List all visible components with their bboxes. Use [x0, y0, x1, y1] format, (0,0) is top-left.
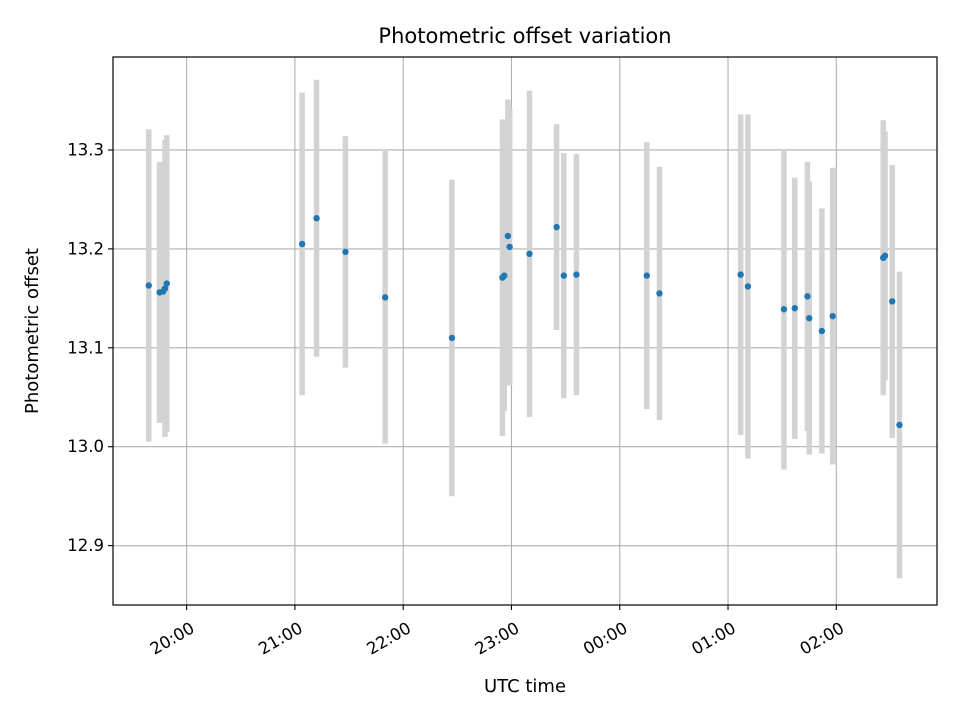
data-point	[526, 250, 533, 258]
data-point	[145, 282, 152, 289]
data-point	[780, 306, 788, 313]
data-point	[804, 293, 811, 300]
data-point	[889, 298, 896, 305]
data-point	[501, 272, 508, 279]
data-point	[806, 314, 813, 322]
y-axis-label: Photometric offset	[22, 248, 43, 414]
data-point	[744, 283, 752, 290]
data-point	[504, 232, 512, 240]
data-point	[573, 271, 580, 278]
grid	[113, 57, 937, 605]
data-point	[896, 421, 903, 429]
y-tick-label: 13.0	[67, 437, 104, 456]
data-point	[161, 285, 169, 292]
data-point	[163, 280, 170, 287]
y-tick-label: 13.1	[67, 338, 104, 357]
y-tick-label: 12.9	[67, 536, 104, 555]
chart-title: Photometric offset variation	[378, 24, 671, 48]
data-point	[656, 290, 663, 297]
data-point	[553, 223, 560, 231]
data-point	[381, 294, 389, 301]
data-point	[643, 272, 651, 279]
data-point	[560, 272, 567, 279]
data-point	[342, 248, 349, 256]
data-point	[818, 327, 826, 335]
data-point	[829, 312, 836, 320]
y-tick-label: 13.3	[67, 140, 104, 159]
data-point	[313, 215, 320, 222]
data-point	[881, 252, 889, 260]
data-point	[737, 271, 744, 278]
data-point	[506, 243, 513, 251]
data-point	[791, 305, 798, 312]
data-point	[298, 240, 306, 248]
y-tick-label: 13.2	[67, 239, 104, 258]
x-axis-label: UTC time	[484, 676, 566, 697]
data-points	[145, 215, 903, 429]
data-point	[448, 334, 456, 342]
plot-frame	[112, 56, 938, 606]
